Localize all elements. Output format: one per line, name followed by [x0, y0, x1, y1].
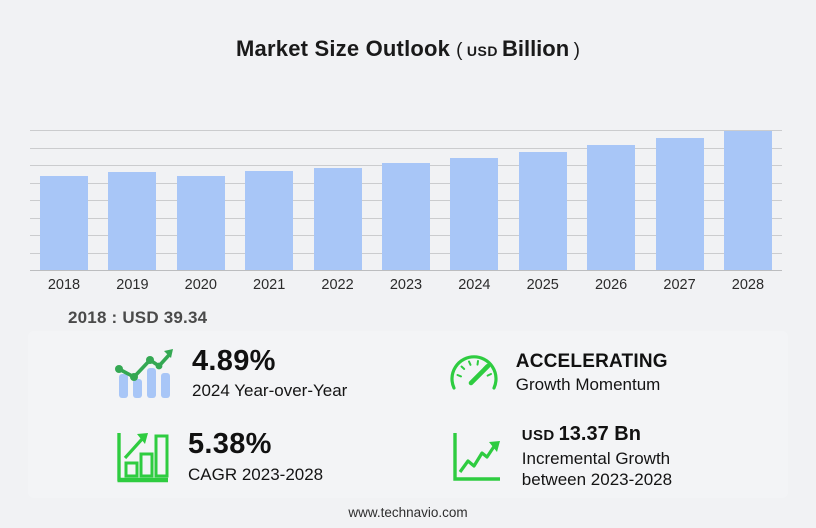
incremental-label-line1: Incremental Growth [521, 449, 671, 469]
gridline [30, 147, 782, 149]
chart-title: Market Size Outlook( USD Billion ) [0, 0, 816, 66]
bar-slot-2026 [587, 130, 636, 270]
market-size-bar-chart: 2018 2019 2020 2021 2022 2023 2024 2025 2026 2027… [30, 130, 782, 293]
stats-panel: 4.89% 2024 Year-over-Year ACCELERATING [28, 331, 788, 498]
data-point-annotation: 2018 : USD 39.34 [68, 308, 208, 327]
bar-slot-2023 [381, 130, 430, 270]
x-tick-label-2027: 2027 [663, 277, 696, 293]
bar-2018[interactable] [40, 176, 88, 270]
x-tick-label-2018: 2018 [47, 277, 81, 293]
bar-2020[interactable] [176, 175, 225, 270]
stat-yoy: 4.89% 2024 Year-over-Year [28, 331, 431, 415]
bar-slot-2018 [40, 130, 88, 270]
gauge-icon [448, 351, 500, 395]
yoy-value: 4.89% [192, 344, 276, 377]
title-paren-open: ( [456, 40, 463, 61]
bar-2026[interactable] [587, 145, 636, 270]
bar-slot-2024 [450, 130, 499, 270]
x-axis-labels: 2018 2019 2020 2021 2022 2023 2024 2025 2026 2027… [30, 277, 782, 293]
bar-2019[interactable] [108, 171, 157, 270]
plot-area [30, 130, 782, 271]
line-growth-icon [448, 428, 506, 484]
bar-2025[interactable] [518, 151, 567, 270]
x-tick-label-2021: 2021 [253, 277, 286, 293]
title-unit-word: Billion [501, 36, 570, 61]
x-tick-label-2022: 2022 [321, 277, 354, 293]
bar-slot-2019 [108, 130, 157, 270]
website-url: www.technavio.com [348, 505, 468, 520]
bar-2023[interactable] [381, 162, 430, 270]
cagr-label: CAGR 2023-2028 [188, 464, 324, 484]
x-tick-label-2026: 2026 [594, 277, 628, 293]
bar-slot-2027 [655, 130, 704, 270]
bar-2027[interactable] [655, 138, 704, 270]
x-tick-label-2023: 2023 [389, 277, 423, 293]
bar-2028[interactable] [723, 130, 772, 270]
incremental-value: USD 13.37 Bn [521, 423, 641, 446]
bar-slot-2025 [518, 130, 567, 270]
bar-slot-2028 [723, 130, 772, 270]
bar-2024[interactable] [450, 157, 499, 270]
stat-incremental: USD 13.37 Bn Incremental Growth between 2… [431, 415, 788, 499]
chart-growth-icon [112, 427, 172, 485]
incremental-label-line2: between 2023-2028 [521, 469, 673, 489]
x-tick-label-2019: 2019 [116, 277, 149, 293]
cagr-value: 5.38% [188, 428, 272, 461]
title-paren-close: ) [573, 40, 580, 61]
bar-slot-2021 [245, 130, 294, 270]
x-tick-label-2028: 2028 [731, 277, 765, 293]
bar-2022[interactable] [313, 167, 362, 270]
title-currency: USD [466, 43, 498, 59]
x-tick-label-2020: 2020 [184, 277, 217, 293]
yoy-label: 2024 Year-over-Year [192, 381, 348, 401]
chart-title-main: Market Size Outlook [236, 36, 451, 61]
stat-cagr: 5.38% CAGR 2023-2028 [28, 415, 431, 499]
bar-2021[interactable] [245, 171, 294, 270]
incremental-currency: USD [521, 427, 555, 445]
bars-container [30, 130, 782, 270]
trend-bars-icon [112, 347, 176, 399]
x-tick-label-2024: 2024 [458, 277, 491, 293]
x-tick-label-2025: 2025 [526, 277, 559, 293]
gridline [30, 130, 782, 131]
bar-slot-2022 [313, 130, 362, 270]
x-axis-baseline [30, 270, 782, 271]
momentum-label: Growth Momentum [515, 375, 661, 395]
stat-momentum: ACCELERATING Growth Momentum [431, 331, 788, 415]
bar-slot-2020 [176, 130, 225, 270]
momentum-value: ACCELERATING [515, 350, 668, 372]
